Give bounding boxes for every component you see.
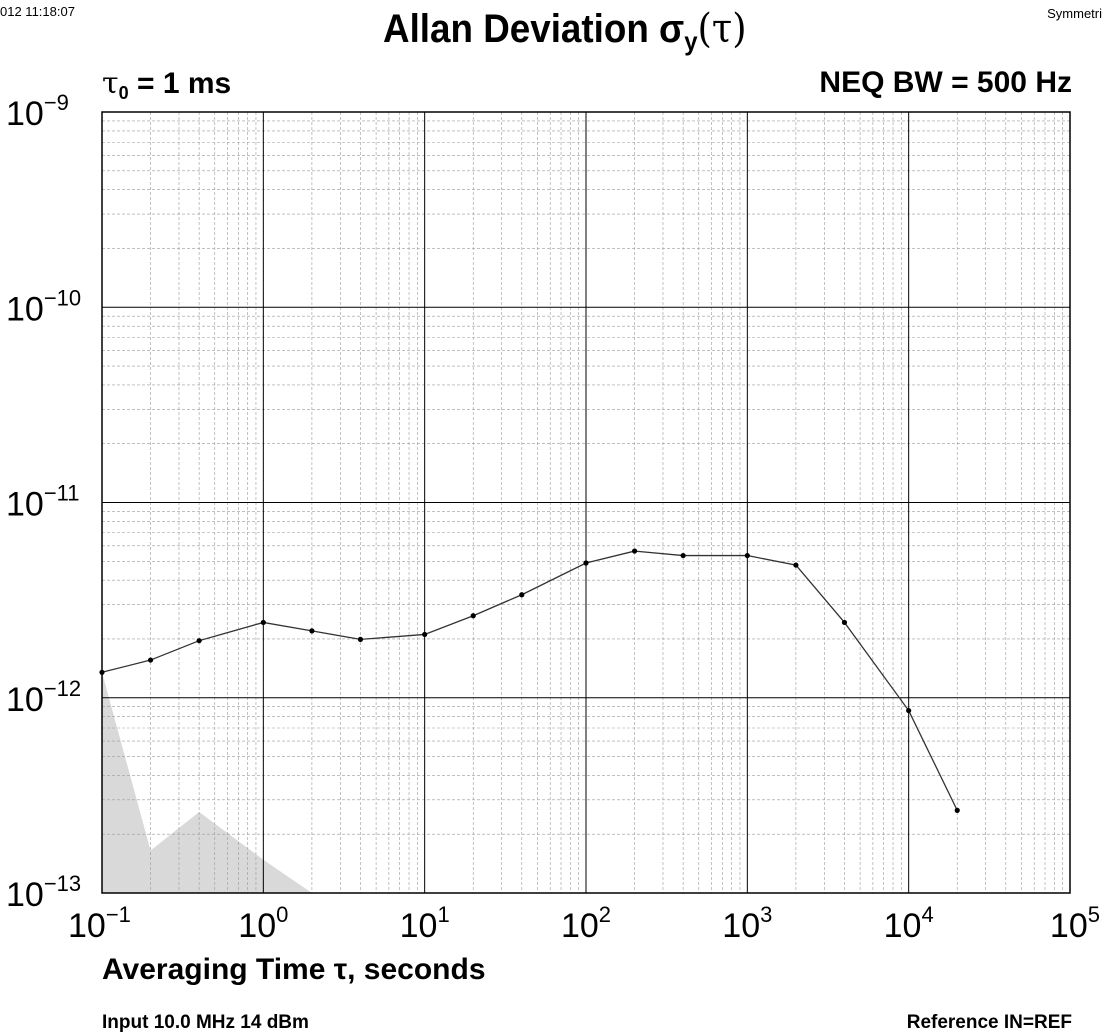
data-point [99,669,105,675]
data-point [519,592,525,598]
grid [101,111,1071,894]
chart-title: Allan Deviation σy(τ) [383,6,747,57]
vendor-label: Symmetri [1047,6,1102,21]
timestamp: 012 11:18:07 [0,4,75,19]
y-tick-label: 10−9 [6,90,69,133]
y-tick-labels: 10−9 10−10 10−11 10−12 10−13 [6,90,81,914]
y-tick-label: 10−10 [6,285,81,328]
data-point [470,613,476,619]
data-point [147,657,154,663]
title-argument: (τ) [697,6,747,52]
series-adev [99,548,960,813]
x-tick-label: 101 [400,902,450,945]
series-line [101,550,958,811]
tau0-subscript: 0 [118,83,129,103]
data-point [260,619,266,626]
reference-info: Reference IN=REF [906,1012,1072,1033]
plot-frame [101,111,1071,894]
x-tick-label: 100 [238,902,288,945]
x-tick-label: 102 [561,902,611,945]
data-point [309,628,315,634]
data-point [680,552,686,559]
title-subscript: y [684,26,698,56]
x-tick-label: 10−1 [68,902,131,945]
tau0-symbol: τ [102,66,119,101]
y-tick-label: 10−11 [6,481,80,524]
data-point [631,548,638,554]
tau0-label: τ0 = 1 ms [102,66,231,104]
tau0-value: = 1 ms [128,67,232,100]
data-point [357,636,364,642]
data-point [422,631,428,638]
data-point [954,807,960,813]
y-tick-label: 10−13 [6,871,81,914]
x-tick-label: 104 [884,902,934,945]
data-point [793,562,799,568]
confidence-area-shape [102,672,312,893]
neq-bw-label: NEQ BW = 500 Hz [819,66,1072,99]
confidence-area [102,672,312,893]
x-tick-label: 105 [1050,902,1100,945]
input-info: Input 10.0 MHz 14 dBm [102,1012,309,1033]
data-point [841,619,848,626]
title-main: Allan Deviation σ [383,7,685,51]
x-tick-label: 103 [722,902,772,945]
data-point [583,560,589,566]
data-point [196,638,202,644]
data-point [744,552,750,559]
y-tick-label: 10−12 [6,676,81,719]
data-point [906,707,912,714]
x-tick-labels: 10−1 100 101 102 103 104 105 [68,902,1100,945]
x-axis-label: Averaging Time τ, seconds [102,953,486,986]
